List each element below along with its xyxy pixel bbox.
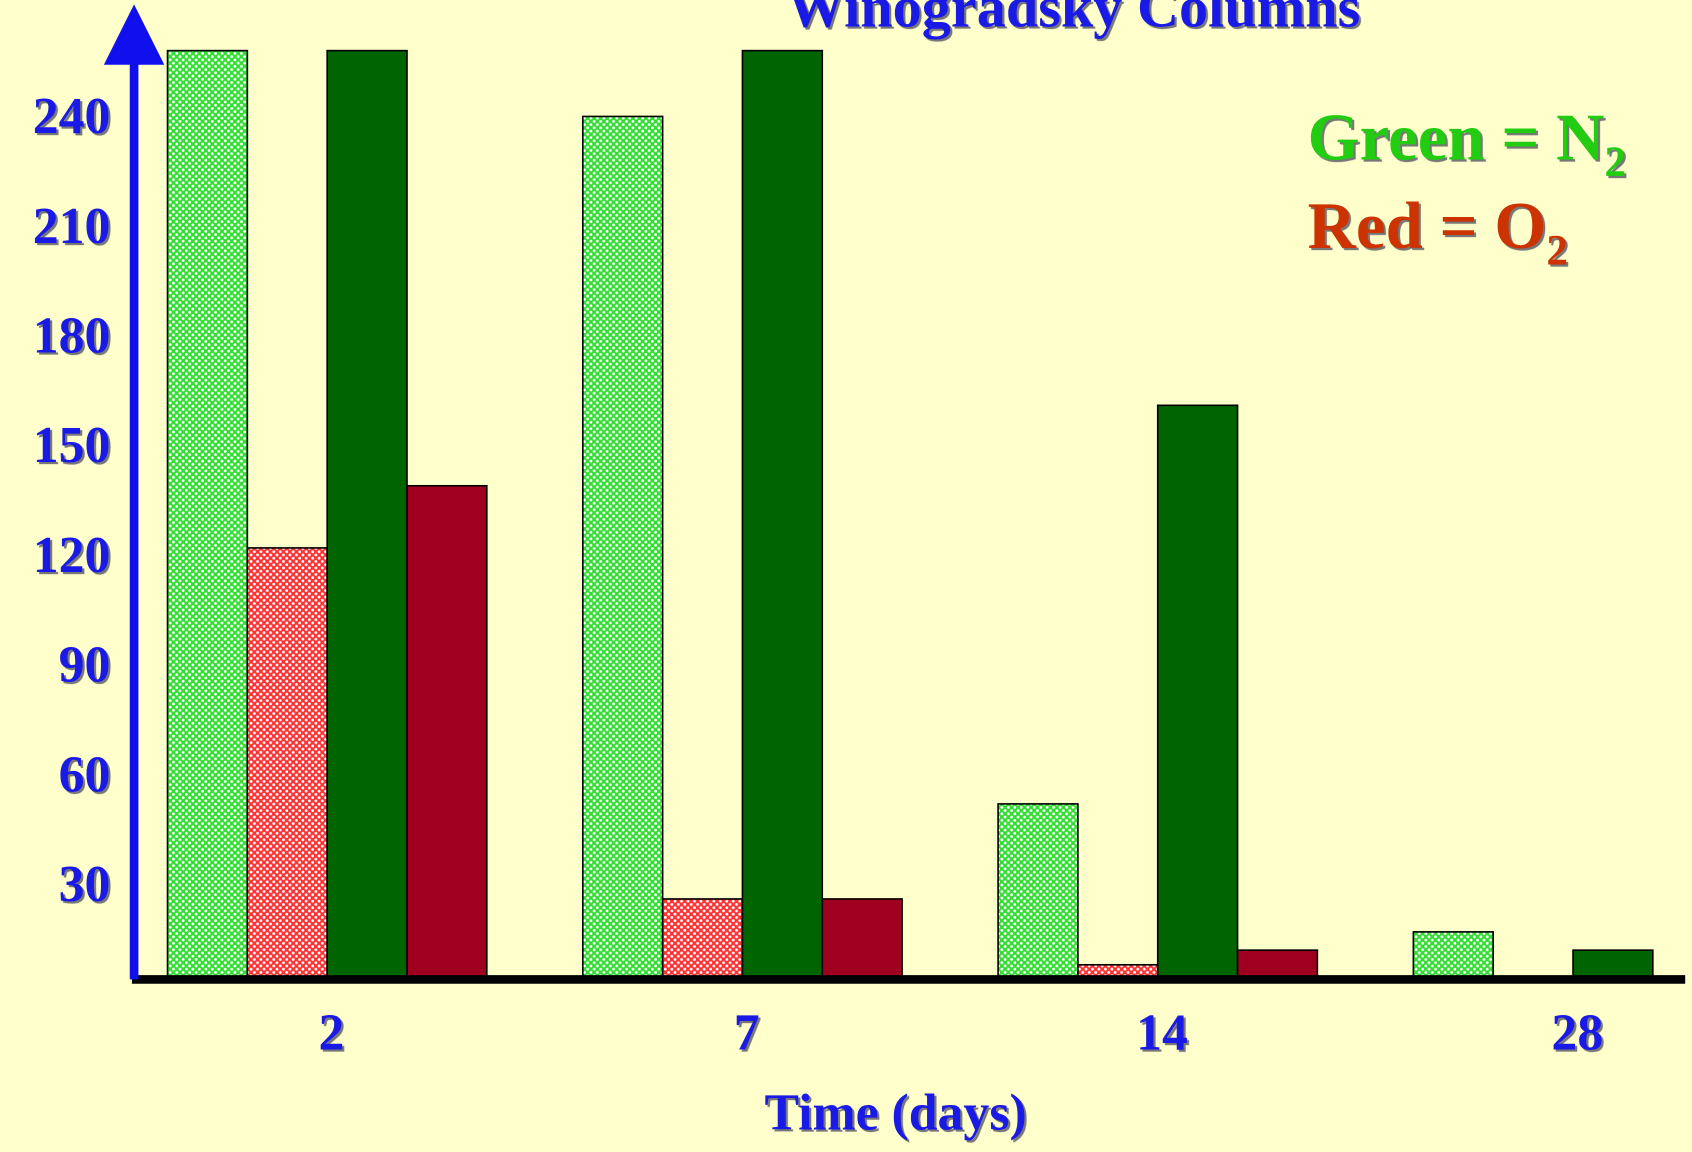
bar [661,898,744,981]
y-tick-label: 210 [33,198,111,255]
x-tick-label: 28 [1551,1005,1603,1062]
x-tick-label: 14 [1136,1005,1188,1062]
bar [821,898,903,981]
chart-title: Winogradsky Columns [787,0,1360,39]
bar [1572,949,1654,981]
bar [1156,404,1239,981]
y-tick-label: 120 [33,527,111,584]
bar [582,115,664,981]
x-axis-label: Time (days) [765,1084,1027,1141]
y-tick-label: 150 [33,417,111,474]
y-tick-label: 90 [59,637,111,694]
bar [246,547,328,981]
legend-subscript: 2 [1604,139,1626,186]
x-tick-label: 7 [734,1005,760,1062]
legend-entry: Green = N2 [1308,101,1626,186]
bar [997,803,1079,981]
bar [326,49,408,981]
legend-text: Red = O [1308,189,1547,263]
y-tick-label: 30 [59,856,111,913]
legend-entry: Red = O2 [1308,189,1568,274]
bar [1236,949,1319,981]
bar [166,49,249,981]
x-tick-label: 2 [319,1005,345,1062]
y-tick-label: 240 [33,88,111,145]
y-tick-label: 60 [59,746,111,803]
bar [741,49,824,981]
bar [1412,931,1494,981]
legend-subscript: 2 [1546,227,1568,274]
y-axis-arrow [103,4,165,65]
bar [406,484,488,981]
legend-text: Green = N [1308,101,1605,175]
y-tick-label: 180 [33,308,111,365]
